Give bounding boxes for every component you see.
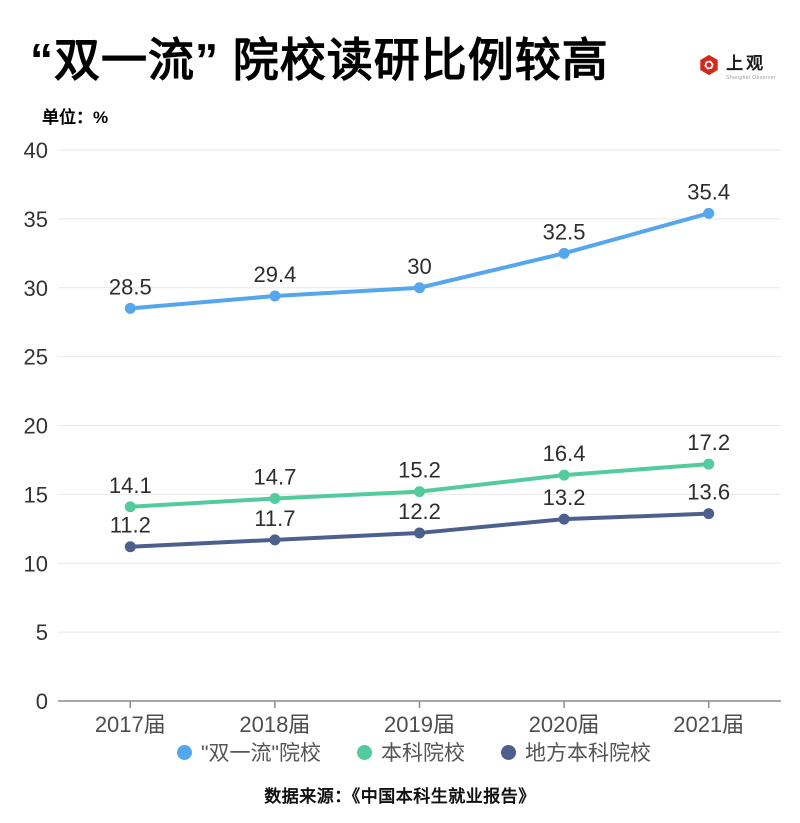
data-label: 13.6 — [687, 480, 730, 505]
y-axis-label: 20 — [24, 414, 48, 439]
shanghai-observer-icon — [700, 54, 718, 76]
legend-item: 地方本科院校 — [500, 737, 651, 767]
y-axis-label: 40 — [24, 138, 48, 163]
x-axis-label: 2020届 — [529, 712, 600, 737]
data-label: 14.1 — [109, 473, 152, 498]
data-point — [703, 207, 715, 219]
data-point — [124, 302, 136, 314]
chart-legend: "双一流"院校 本科院校 地方本科院校 — [14, 737, 800, 767]
data-point — [269, 290, 281, 302]
data-point — [703, 508, 715, 520]
legend-label: "双一流"院校 — [201, 742, 321, 765]
data-label: 29.4 — [253, 262, 296, 287]
data-point — [414, 282, 425, 294]
x-axis-label: 2018届 — [239, 712, 310, 737]
legend-label: 地方本科院校 — [524, 742, 651, 765]
data-label: 11.7 — [254, 506, 295, 531]
data-label: 14.7 — [253, 465, 296, 490]
y-axis-label: 10 — [24, 551, 48, 576]
data-label: 35.4 — [687, 179, 730, 204]
data-point — [124, 501, 136, 513]
data-point — [558, 513, 570, 525]
data-label: 28.5 — [109, 274, 152, 299]
data-label: 16.4 — [543, 441, 586, 466]
legend-item: 本科院校 — [356, 737, 465, 767]
data-label: 30 — [407, 254, 431, 279]
logo-name: 上观 — [726, 54, 767, 74]
data-point — [124, 541, 136, 553]
data-label: 32.5 — [543, 219, 586, 244]
data-point — [269, 493, 281, 505]
legend-dot-icon — [356, 744, 372, 760]
y-axis-label: 15 — [24, 482, 48, 507]
data-point — [414, 486, 425, 498]
line-chart: 0 5 10 15 20 25 30 35 40 2017届 2018届 2019届 2020届 2021… — [24, 138, 781, 737]
data-point — [703, 458, 715, 470]
x-axis-label: 2017届 — [95, 712, 166, 737]
unit-label: 单位：% — [42, 108, 109, 127]
data-point — [414, 527, 425, 539]
legend-item: "双一流"院校 — [177, 737, 321, 767]
data-point — [269, 534, 281, 546]
y-axis-label: 30 — [24, 276, 48, 301]
shanghai-observer-logo: 上观 Shanghai Observer — [698, 54, 776, 81]
y-axis-label: 5 — [36, 620, 48, 645]
x-axis-label: 2019届 — [384, 712, 455, 737]
data-label: 12.2 — [398, 499, 441, 524]
y-axis-label: 0 — [36, 689, 48, 714]
logo-subtitle: Shanghai Observer — [726, 75, 776, 81]
data-label: 13.2 — [543, 485, 586, 510]
y-axis-label: 25 — [24, 345, 48, 370]
data-source: 数据来源：《中国本科生就业报告》 — [264, 787, 536, 806]
data-label: 17.2 — [687, 430, 730, 455]
x-axis-label: 2021届 — [673, 712, 744, 737]
data-point — [558, 247, 570, 259]
data-label: 15.2 — [398, 458, 441, 483]
data-label: 11.2 — [110, 513, 151, 538]
legend-dot-icon — [500, 744, 516, 760]
legend-dot-icon — [177, 744, 193, 760]
y-axis-label: 35 — [24, 207, 48, 232]
data-point — [558, 469, 570, 481]
page-title: “双一流” 院校读研比例较高 — [30, 34, 609, 86]
legend-label: 本科院校 — [380, 742, 465, 765]
